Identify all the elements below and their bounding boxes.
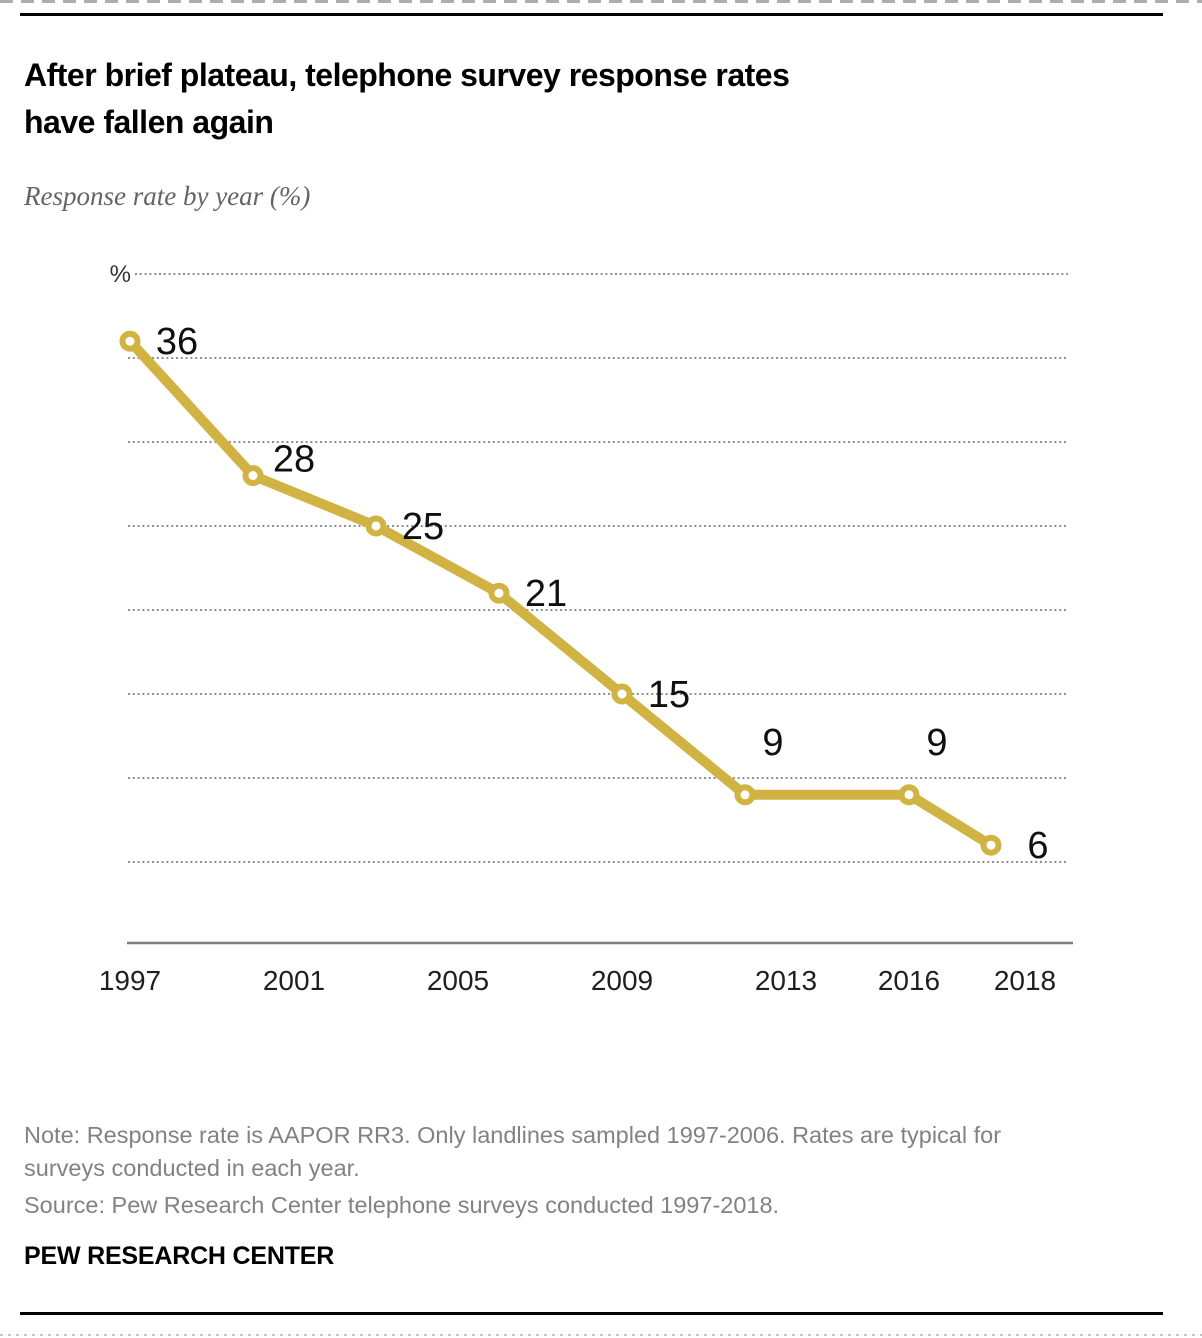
chart-title: After brief plateau, telephone survey re… — [24, 52, 1144, 146]
data-point-marker — [242, 465, 264, 487]
cropped-content-sliver-top — [0, 0, 1202, 3]
chart-note: Note: Response rate is AAPOR RR3. Only l… — [24, 1119, 1001, 1185]
chart-title-line-1: After brief plateau, telephone survey re… — [24, 57, 790, 93]
data-point-label: 36 — [156, 321, 198, 363]
data-point-marker — [488, 582, 510, 604]
data-point-label: 21 — [525, 573, 567, 615]
chart-source: Source: Pew Research Center telephone su… — [24, 1192, 780, 1218]
x-tick-label: 2018 — [994, 965, 1056, 996]
x-tick-label: 2009 — [591, 965, 653, 996]
x-tick-label: 2001 — [263, 965, 325, 996]
data-point-marker — [980, 834, 1002, 856]
response-rate-line-chart: % 1997 2001 2005 2009 2013 2016 2018 36 28 25 21 15 9… — [99, 261, 1073, 996]
chart-title-line-2: have fallen again — [24, 104, 274, 140]
chart-note-line-1: Note: Response rate is AAPOR RR3. Only l… — [24, 1122, 1002, 1148]
data-point-label: 25 — [402, 506, 444, 548]
data-point-label: 9 — [926, 722, 947, 764]
cropped-content-sliver-bottom — [0, 1334, 1202, 1336]
data-point-marker — [734, 784, 756, 806]
y-axis-unit-label: % — [110, 261, 131, 288]
data-point-label: 15 — [648, 674, 690, 716]
chart-line — [125, 336, 996, 851]
data-point-label: 9 — [762, 722, 783, 764]
chart-subtitle: Response rate by year (%) — [24, 181, 311, 211]
pew-research-center-wordmark: PEW RESEARCH CENTER — [24, 1242, 335, 1270]
chart-note-line-2: surveys conducted in each year. — [24, 1155, 360, 1181]
data-point-marker — [898, 784, 920, 806]
bottom-rule — [20, 1312, 1163, 1315]
x-tick-label: 2013 — [755, 965, 817, 996]
data-point-label: 28 — [273, 439, 315, 481]
data-point-label: 6 — [1027, 825, 1048, 867]
data-point-marker — [365, 515, 387, 537]
data-point-marker — [611, 683, 633, 705]
x-tick-label: 2016 — [878, 965, 940, 996]
top-rule — [20, 13, 1163, 16]
data-point-marker — [119, 330, 141, 352]
x-tick-label: 1997 — [99, 965, 161, 996]
x-tick-label: 2005 — [427, 965, 489, 996]
